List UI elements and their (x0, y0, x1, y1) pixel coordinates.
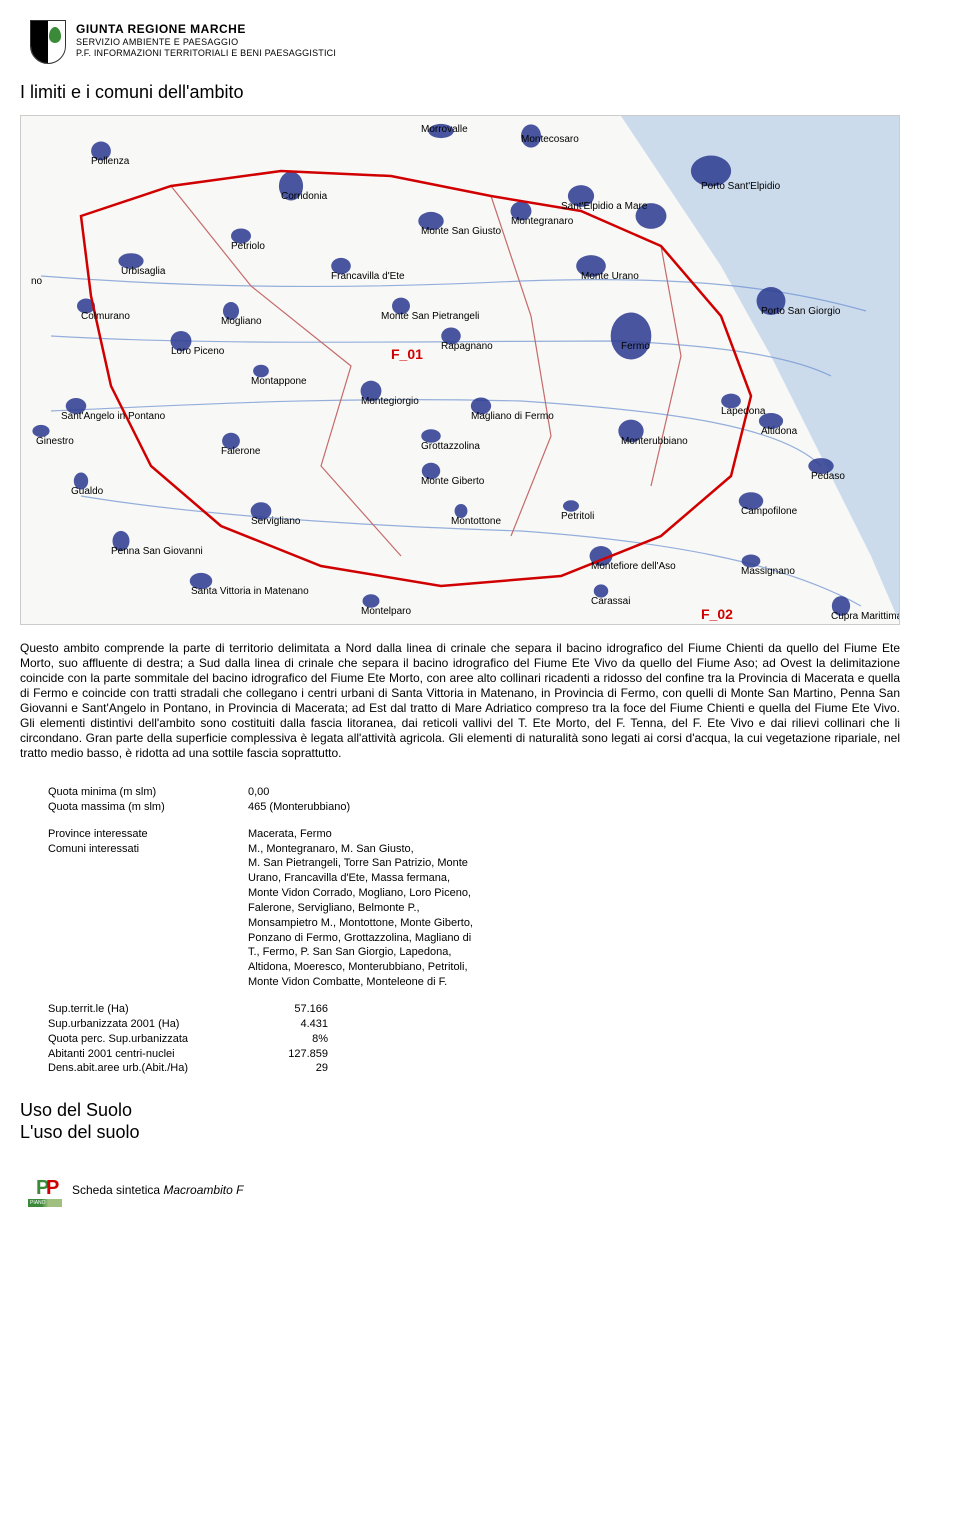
footer-text: Scheda sintetica Macroambito F (72, 1183, 243, 1197)
map-place-label: Lapedona (721, 406, 766, 417)
info-label: Sup.urbanizzata 2001 (Ha) (48, 1017, 248, 1032)
map-place-label: no (31, 276, 42, 287)
footer-logo: PP PIANO (28, 1173, 62, 1207)
map-place-label: Servigliano (251, 516, 300, 527)
info-row: Quota massima (m slm)465 (Monterubbiano) (48, 800, 900, 815)
map-place-label: Urbisaglia (121, 266, 165, 277)
map-place-label: Montecosaro (521, 134, 579, 145)
map-place-label: Magliano di Fermo (471, 411, 554, 422)
map-place-label: Monte Urano (581, 271, 639, 282)
map-place-label: Rapagnano (441, 341, 493, 352)
map-place-label: Grottazzolina (421, 441, 480, 452)
map-place-label: Altidona (761, 426, 797, 437)
map-place-label: Montefiore dell'Aso (591, 561, 676, 572)
map-place-label: Penna San Giovanni (111, 546, 203, 557)
info-value: 127.859 (248, 1047, 328, 1062)
org-subtitle-2: P.F. INFORMAZIONI TERRITORIALI E BENI PA… (76, 48, 336, 58)
info-value: 465 (Monterubbiano) (248, 800, 478, 815)
map-zone-label: F_01 (391, 346, 423, 362)
map-place-label: Ginestro (36, 436, 74, 447)
info-row: Quota minima (m slm)0,00 (48, 785, 900, 800)
map-place-label: Pollenza (91, 156, 129, 167)
info-row: Province interessateMacerata, Fermo (48, 827, 900, 842)
map-place-label: Sant'Angelo in Pontano (61, 411, 165, 422)
header-text-block: GIUNTA REGIONE MARCHE SERVIZIO AMBIENTE … (76, 20, 336, 58)
map-place-label: Morrovalle (421, 124, 468, 135)
info-label: Abitanti 2001 centri-nuclei (48, 1047, 248, 1062)
info-row: Sup.urbanizzata 2001 (Ha)4.431 (48, 1017, 900, 1032)
info-row: Comuni interessatiM., Montegranaro, M. S… (48, 842, 900, 990)
info-label: Quota minima (m slm) (48, 785, 248, 800)
info-row: Quota perc. Sup.urbanizzata8% (48, 1032, 900, 1047)
map-place-label: Colmurano (81, 311, 130, 322)
org-title: GIUNTA REGIONE MARCHE (76, 22, 336, 36)
map-place-label: Montappone (251, 376, 307, 387)
info-row: Dens.abit.aree urb.(Abit./Ha)29 (48, 1061, 900, 1076)
map-place-label: Gualdo (71, 486, 103, 497)
map-place-label: Fermo (621, 341, 650, 352)
map-zone-label: F_02 (701, 606, 733, 622)
map-place-label: Montegranaro (511, 216, 573, 227)
info-value: 29 (248, 1061, 328, 1076)
info-value: Macerata, Fermo (248, 827, 478, 842)
info-value: 8% (248, 1032, 328, 1047)
map-place-label: Falerone (221, 446, 260, 457)
body-paragraph: Questo ambito comprende la parte di terr… (20, 641, 900, 761)
map-place-label: Monte San Giusto (421, 226, 501, 237)
map-place-label: Carassai (591, 596, 630, 607)
map-place-label: Montottone (451, 516, 501, 527)
map-place-label: Cupra Marittima (831, 611, 900, 622)
info-label: Province interessate (48, 827, 248, 842)
map-place-label: Petriolo (231, 241, 265, 252)
map-place-label: Loro Piceno (171, 346, 224, 357)
territory-map: Montecosaro Morrovalle Pollenza Corridonia S… (20, 115, 900, 625)
map-place-label: Montelparo (361, 606, 411, 617)
region-logo (30, 20, 66, 64)
map-place-label: Francavilla d'Ete (331, 271, 405, 282)
map-place-label: Campofilone (741, 506, 797, 517)
map-place-label: Pedaso (811, 471, 845, 482)
org-subtitle-1: SERVIZIO AMBIENTE E PAESAGGIO (76, 37, 336, 47)
info-label: Quota perc. Sup.urbanizzata (48, 1032, 248, 1047)
info-row: Sup.territ.le (Ha)57.166 (48, 1002, 900, 1017)
info-label: Quota massima (m slm) (48, 800, 248, 815)
map-place-label: Santa Vittoria in Matenano (191, 586, 309, 597)
info-value: 4.431 (248, 1017, 328, 1032)
page-header: GIUNTA REGIONE MARCHE SERVIZIO AMBIENTE … (20, 20, 900, 64)
info-label: Sup.territ.le (Ha) (48, 1002, 248, 1017)
map-place-label: Massignano (741, 566, 795, 577)
info-label: Dens.abit.aree urb.(Abit./Ha) (48, 1061, 248, 1076)
map-place-label: Porto San Giorgio (761, 306, 841, 317)
map-place-label: Monte San Pietrangeli (381, 311, 479, 322)
map-place-label: Mogliano (221, 316, 262, 327)
section-uso-suolo: Uso del Suolo L'uso del suolo (20, 1100, 900, 1143)
info-value: 0,00 (248, 785, 478, 800)
map-place-label: Monte Giberto (421, 476, 484, 487)
map-place-label: Porto Sant'Elpidio (701, 181, 780, 192)
info-row: Abitanti 2001 centri-nuclei127.859 (48, 1047, 900, 1062)
info-value: M., Montegranaro, M. San Giusto, M. San … (248, 842, 478, 990)
map-place-label: Corridonia (281, 191, 327, 202)
page-footer: PP PIANO Scheda sintetica Macroambito F (20, 1173, 900, 1207)
info-table: Quota minima (m slm)0,00Quota massima (m… (20, 785, 900, 1076)
info-value: 57.166 (248, 1002, 328, 1017)
page-title: I limiti e i comuni dell'ambito (20, 82, 900, 103)
info-label: Comuni interessati (48, 842, 248, 857)
map-place-label: Sant'Elpidio a Mare (561, 201, 647, 212)
map-place-label: Petritoli (561, 511, 594, 522)
map-place-label: Monterubbiano (621, 436, 688, 447)
map-place-label: Montegiorgio (361, 396, 419, 407)
